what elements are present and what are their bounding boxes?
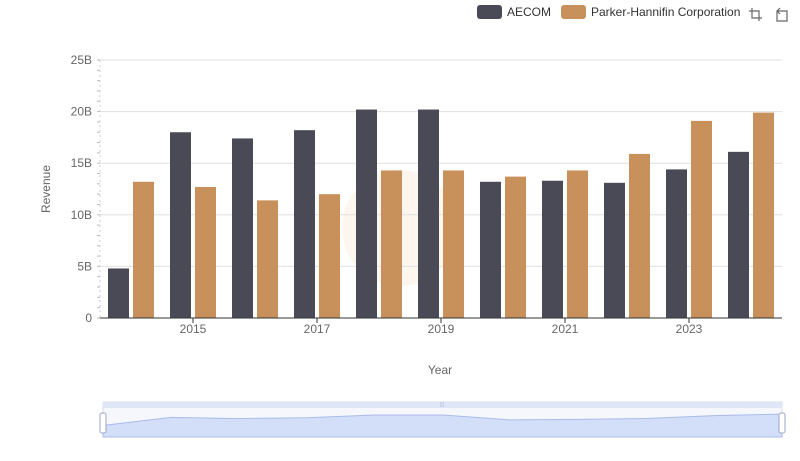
bar-parker-hannifin-2022[interactable] <box>629 153 650 318</box>
bar-aecom-2022[interactable] <box>604 182 625 318</box>
x-axis-title: Year <box>428 363 452 377</box>
legend: AECOM Parker-Hannifin Corporation <box>477 5 740 19</box>
data-zoom-preview <box>102 413 783 438</box>
bar-parker-hannifin-2018[interactable] <box>381 170 402 318</box>
data-zoom-handle-left[interactable] <box>99 412 107 434</box>
y-tick-label: 10B <box>71 208 92 222</box>
y-tick-label: 20B <box>71 105 92 119</box>
y-tick-label: 15B <box>71 156 92 170</box>
bar-parker-hannifin-2021[interactable] <box>567 170 588 318</box>
bar-parker-hannifin-2014[interactable] <box>133 181 154 318</box>
bar-aecom-2020[interactable] <box>480 181 501 318</box>
bar-aecom-2019[interactable] <box>418 109 439 318</box>
x-tick-label: 2021 <box>552 322 579 336</box>
zoom-icon[interactable] <box>748 7 762 21</box>
x-tick-label: 2015 <box>180 322 207 336</box>
legend-swatch-parker-hannifin <box>561 5 586 19</box>
bar-aecom-2024[interactable] <box>728 151 749 318</box>
bar-aecom-2015[interactable] <box>170 132 191 318</box>
y-tick-labels: 0 5B 10B 15B 20B 25B <box>71 53 93 325</box>
x-tick-label: 2017 <box>304 322 331 336</box>
bar-parker-hannifin-2019[interactable] <box>443 170 464 318</box>
y-tick-label: 5B <box>77 259 92 273</box>
legend-item-aecom[interactable]: AECOM <box>477 5 551 19</box>
y-tick-label: 25B <box>71 53 92 67</box>
legend-label-parker-hannifin: Parker-Hannifin Corporation <box>591 5 740 19</box>
bar-aecom-2018[interactable] <box>356 109 377 318</box>
x-tick-label: 2019 <box>428 322 455 336</box>
bar-parker-hannifin-2016[interactable] <box>257 200 278 318</box>
bars <box>108 109 774 318</box>
bar-aecom-2014[interactable] <box>108 268 129 318</box>
bar-aecom-2023[interactable] <box>666 169 687 318</box>
legend-label-aecom: AECOM <box>507 5 551 19</box>
bar-aecom-2016[interactable] <box>232 138 253 318</box>
x-tick-labels: 2015 2017 2019 2021 2023 <box>180 318 703 336</box>
bar-parker-hannifin-2023[interactable] <box>691 120 712 318</box>
x-tick-label: 2023 <box>676 322 703 336</box>
bar-parker-hannifin-2017[interactable] <box>319 194 340 318</box>
bar-parker-hannifin-2024[interactable] <box>753 112 774 318</box>
data-zoom-top-bar[interactable] <box>103 402 782 408</box>
reset-icon[interactable] <box>774 7 788 22</box>
y-tick-label: 0 <box>85 311 92 325</box>
bar-aecom-2021[interactable] <box>542 180 563 318</box>
bar-parker-hannifin-2015[interactable] <box>195 186 216 318</box>
data-zoom-grip-icon: ⁞⁞⁞ <box>439 403 444 409</box>
legend-item-parker-hannifin[interactable]: Parker-Hannifin Corporation <box>561 5 740 19</box>
bar-parker-hannifin-2020[interactable] <box>505 176 526 318</box>
data-zoom-handle-right[interactable] <box>778 412 786 434</box>
bar-aecom-2017[interactable] <box>294 130 315 318</box>
data-zoom-slider[interactable]: ⁞⁞⁞ <box>99 401 786 438</box>
y-axis-title: Revenue <box>39 165 53 213</box>
legend-swatch-aecom <box>477 5 502 19</box>
